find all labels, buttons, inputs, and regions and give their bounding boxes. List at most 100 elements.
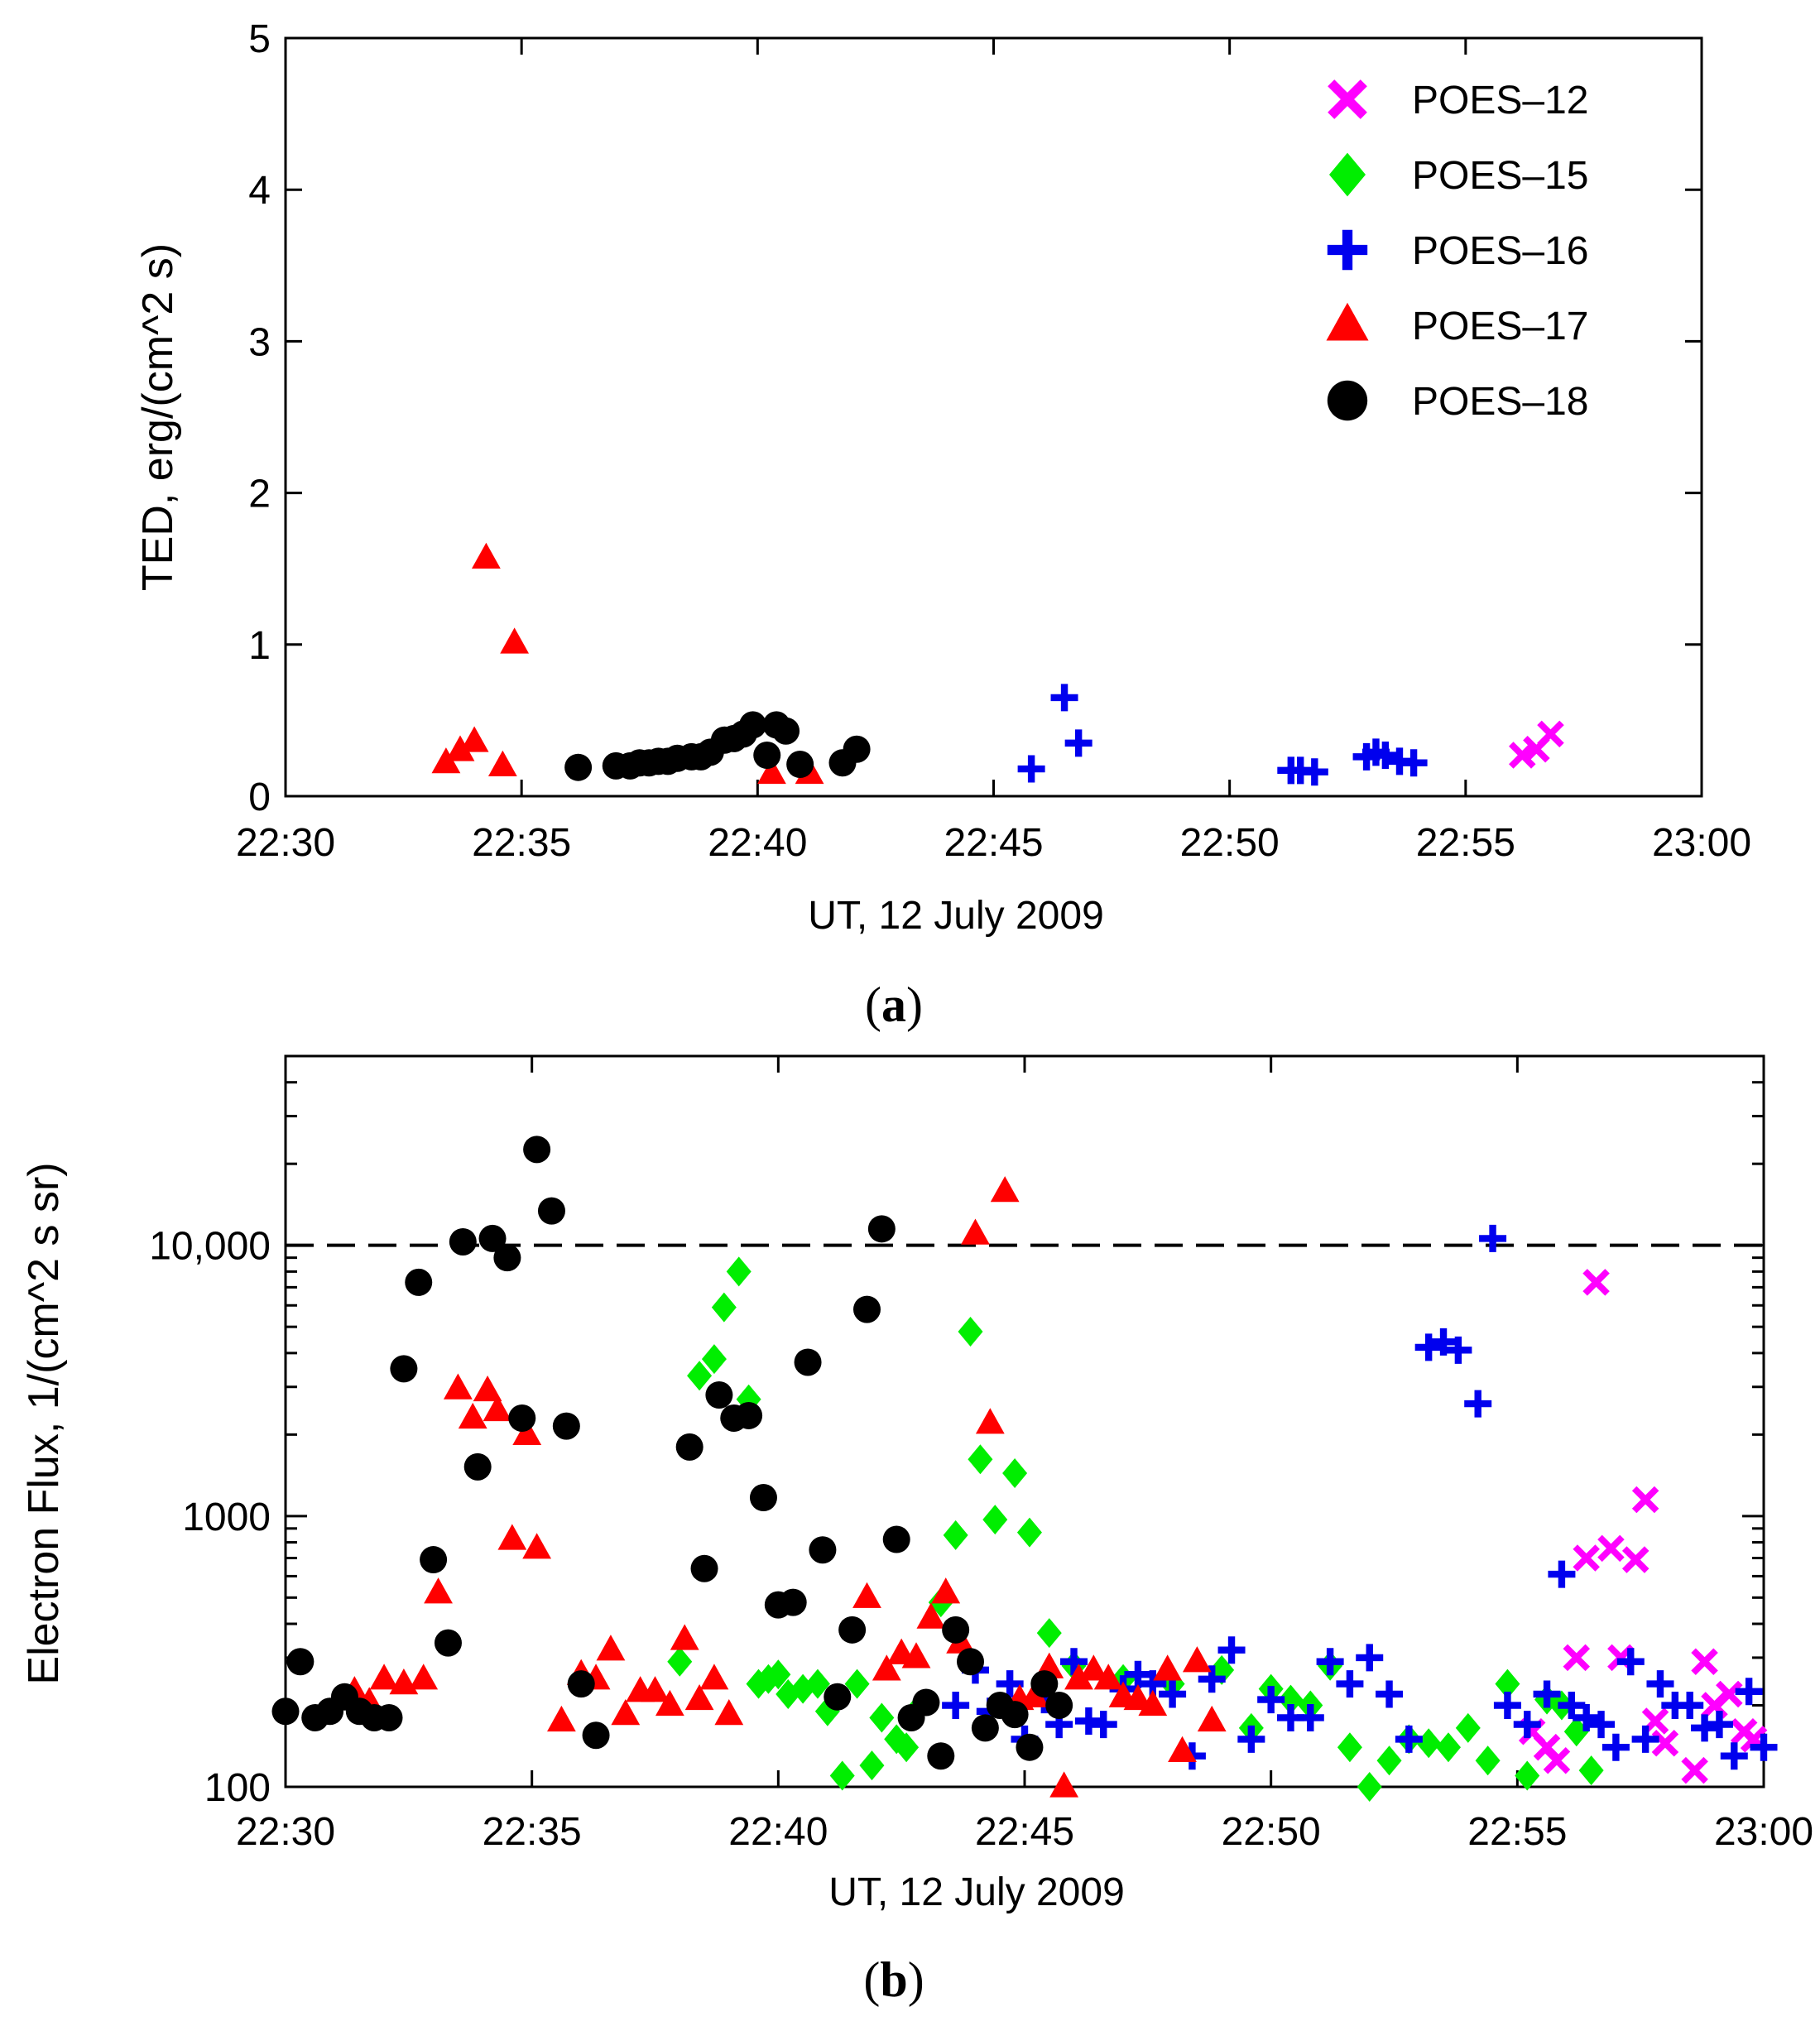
legend-label-poes16: POES–16	[1412, 229, 1588, 273]
panel-a-y-axis-label: TED, erg/(cm^2 s)	[134, 243, 182, 591]
legend-marker-poes12	[1328, 79, 1367, 119]
panel-b-point-poes12	[1597, 1534, 1625, 1563]
panel-b-point-poes18	[779, 1588, 807, 1616]
legend-marker-poes15	[1329, 152, 1366, 197]
panel-a-point-poes12	[1537, 720, 1564, 748]
panel-b-point-poes12	[1543, 1747, 1571, 1774]
panel-b-point-poes18	[1045, 1692, 1073, 1720]
panel-a-legend: POES–12 POES–15 POES–16 POES–17 POES–18	[1326, 79, 1588, 424]
panel-b-point-poes18	[478, 1224, 507, 1252]
svg-text:(a): (a)	[865, 977, 923, 1032]
panel-b-x-tick-label: 22:40	[728, 1810, 828, 1854]
panel-b-point-poes18	[271, 1697, 300, 1726]
panel-b-point-poes16	[1376, 1680, 1404, 1708]
panel-b-point-poes17	[641, 1676, 670, 1702]
panel-b-point-poes16	[1089, 1711, 1117, 1739]
panel-b-point-poes18	[824, 1683, 852, 1711]
panel-b-point-poes16	[1464, 1390, 1492, 1418]
panel-b-point-poes15	[1578, 1755, 1604, 1786]
panel-b-point-poes18	[463, 1452, 492, 1481]
panel-b-point-poes17	[852, 1582, 881, 1608]
panel-b-point-poes16	[1444, 1336, 1472, 1364]
panel-b-point-poes17	[1093, 1664, 1123, 1690]
panel-b-point-poes17	[424, 1577, 453, 1604]
panel-a-point-poes18	[786, 751, 814, 779]
panel-b-point-poes18	[852, 1295, 881, 1323]
panel-b-point-poes17	[512, 1419, 542, 1445]
panel-b-point-poes18	[449, 1227, 477, 1256]
panel-b-point-poes16	[1548, 1560, 1576, 1588]
panel-b-point-poes15	[943, 1520, 968, 1550]
panel-a-y-tick-label: 0	[248, 775, 271, 819]
panel-b-point-poes16	[1735, 1678, 1763, 1706]
panel-b-point-poes18	[375, 1703, 403, 1731]
panel-b-y-axis-label: Electron Flux, 1/(cm^2 s sr)	[20, 1162, 68, 1684]
legend-label-poes18: POES–18	[1412, 380, 1588, 424]
panel-b-point-poes15	[1337, 1732, 1362, 1763]
panel-b-point-poes18	[971, 1714, 999, 1742]
panel-b-point-poes17	[522, 1533, 552, 1559]
panel-b-point-poes17	[1138, 1689, 1168, 1717]
panel-a-y-tick-label: 2	[248, 473, 271, 516]
panel-b-point-poes15	[667, 1646, 693, 1677]
panel-b-point-poes15	[894, 1732, 920, 1763]
panel-b-point-poes17	[670, 1624, 699, 1650]
panel-b-point-poes17	[1182, 1646, 1212, 1673]
panel-b-point-poes15	[1563, 1717, 1589, 1747]
panel-b-point-poes17	[655, 1689, 684, 1717]
legend-label-poes15: POES–15	[1412, 154, 1588, 198]
panel-b-point-poes18	[286, 1648, 315, 1676]
panel-b-point-poes16	[1676, 1692, 1704, 1720]
panel-b-point-poes18	[405, 1268, 433, 1296]
panel-b-point-poes16	[1414, 1333, 1443, 1361]
panel-b-point-poes17	[990, 1176, 1020, 1203]
panel-a-point-poes16	[1371, 742, 1400, 770]
panel-b-point-poes17	[611, 1698, 641, 1726]
panel-a-point-poes16	[1064, 729, 1092, 757]
panel-b-point-poes17	[916, 1602, 946, 1629]
panel-a-point-poes17	[459, 726, 489, 752]
panel-b-point-poes18	[434, 1629, 462, 1657]
panel-b-point-poes18	[567, 1670, 595, 1698]
panel-b-point-poes18	[705, 1381, 733, 1409]
panel-b-point-poes18	[794, 1348, 822, 1376]
panel-a-ticks: 22:30 22:35 22:40 22:45 22:50 22:55 23:00 0 1 2 3 4…	[236, 17, 1751, 865]
panel-b-point-poes17	[714, 1698, 744, 1726]
panel-b-point-poes16	[1587, 1711, 1616, 1739]
panel-b-point-poes17	[1049, 1771, 1079, 1798]
panel-b-x-tick-label: 22:35	[483, 1810, 582, 1854]
panel-b-point-poes12	[1563, 1644, 1591, 1672]
panel-b-point-poes17	[497, 1524, 527, 1550]
panel-b-x-axis-label: UT, 12 July 2009	[828, 1870, 1125, 1914]
panel-b-point-poes18	[749, 1484, 777, 1512]
panel-b-point-poes16	[1356, 1644, 1384, 1672]
panel-b-x-tick-label: 22:50	[1222, 1810, 1321, 1854]
panel-b-point-poes18	[1001, 1701, 1029, 1729]
panel-b-point-poes12	[1716, 1680, 1743, 1708]
panel-b-point-poes18	[912, 1688, 940, 1717]
panel-a-point-poes17	[431, 747, 461, 774]
panel-b-point-poes15	[859, 1750, 885, 1781]
panel-b-point-poes15	[844, 1668, 870, 1699]
panel-b-point-poes17	[931, 1577, 961, 1604]
panel-a-point-poes18	[772, 717, 800, 745]
panel-b-point-poes12	[1651, 1729, 1679, 1757]
panel-b-point-poes17	[1153, 1654, 1183, 1681]
panel-b-point-poes16	[1750, 1733, 1778, 1761]
panel-b-point-poes15	[726, 1256, 752, 1287]
panel-b-point-poes12	[1582, 1269, 1610, 1296]
panel-b-point-poes15	[804, 1668, 830, 1699]
panel-b-point-poes15	[1495, 1668, 1520, 1699]
panel-b-point-poes16	[1720, 1742, 1748, 1770]
panel-b-point-poes18	[809, 1536, 837, 1564]
panel-b-point-poes15	[869, 1702, 895, 1733]
panel-b-point-poes16	[1296, 1703, 1324, 1731]
panel-a-point-poes12	[1509, 742, 1536, 769]
panel-b-point-poes17	[1168, 1736, 1197, 1762]
panel-b-point-poes15	[711, 1292, 737, 1323]
panel-b-point-poes16	[1159, 1680, 1187, 1708]
panel-b-point-poes16	[996, 1670, 1024, 1698]
panel-b-point-poes15	[1416, 1728, 1442, 1759]
panel-b-point-poes18	[420, 1546, 448, 1574]
panel-b-point-poes18	[582, 1721, 610, 1750]
